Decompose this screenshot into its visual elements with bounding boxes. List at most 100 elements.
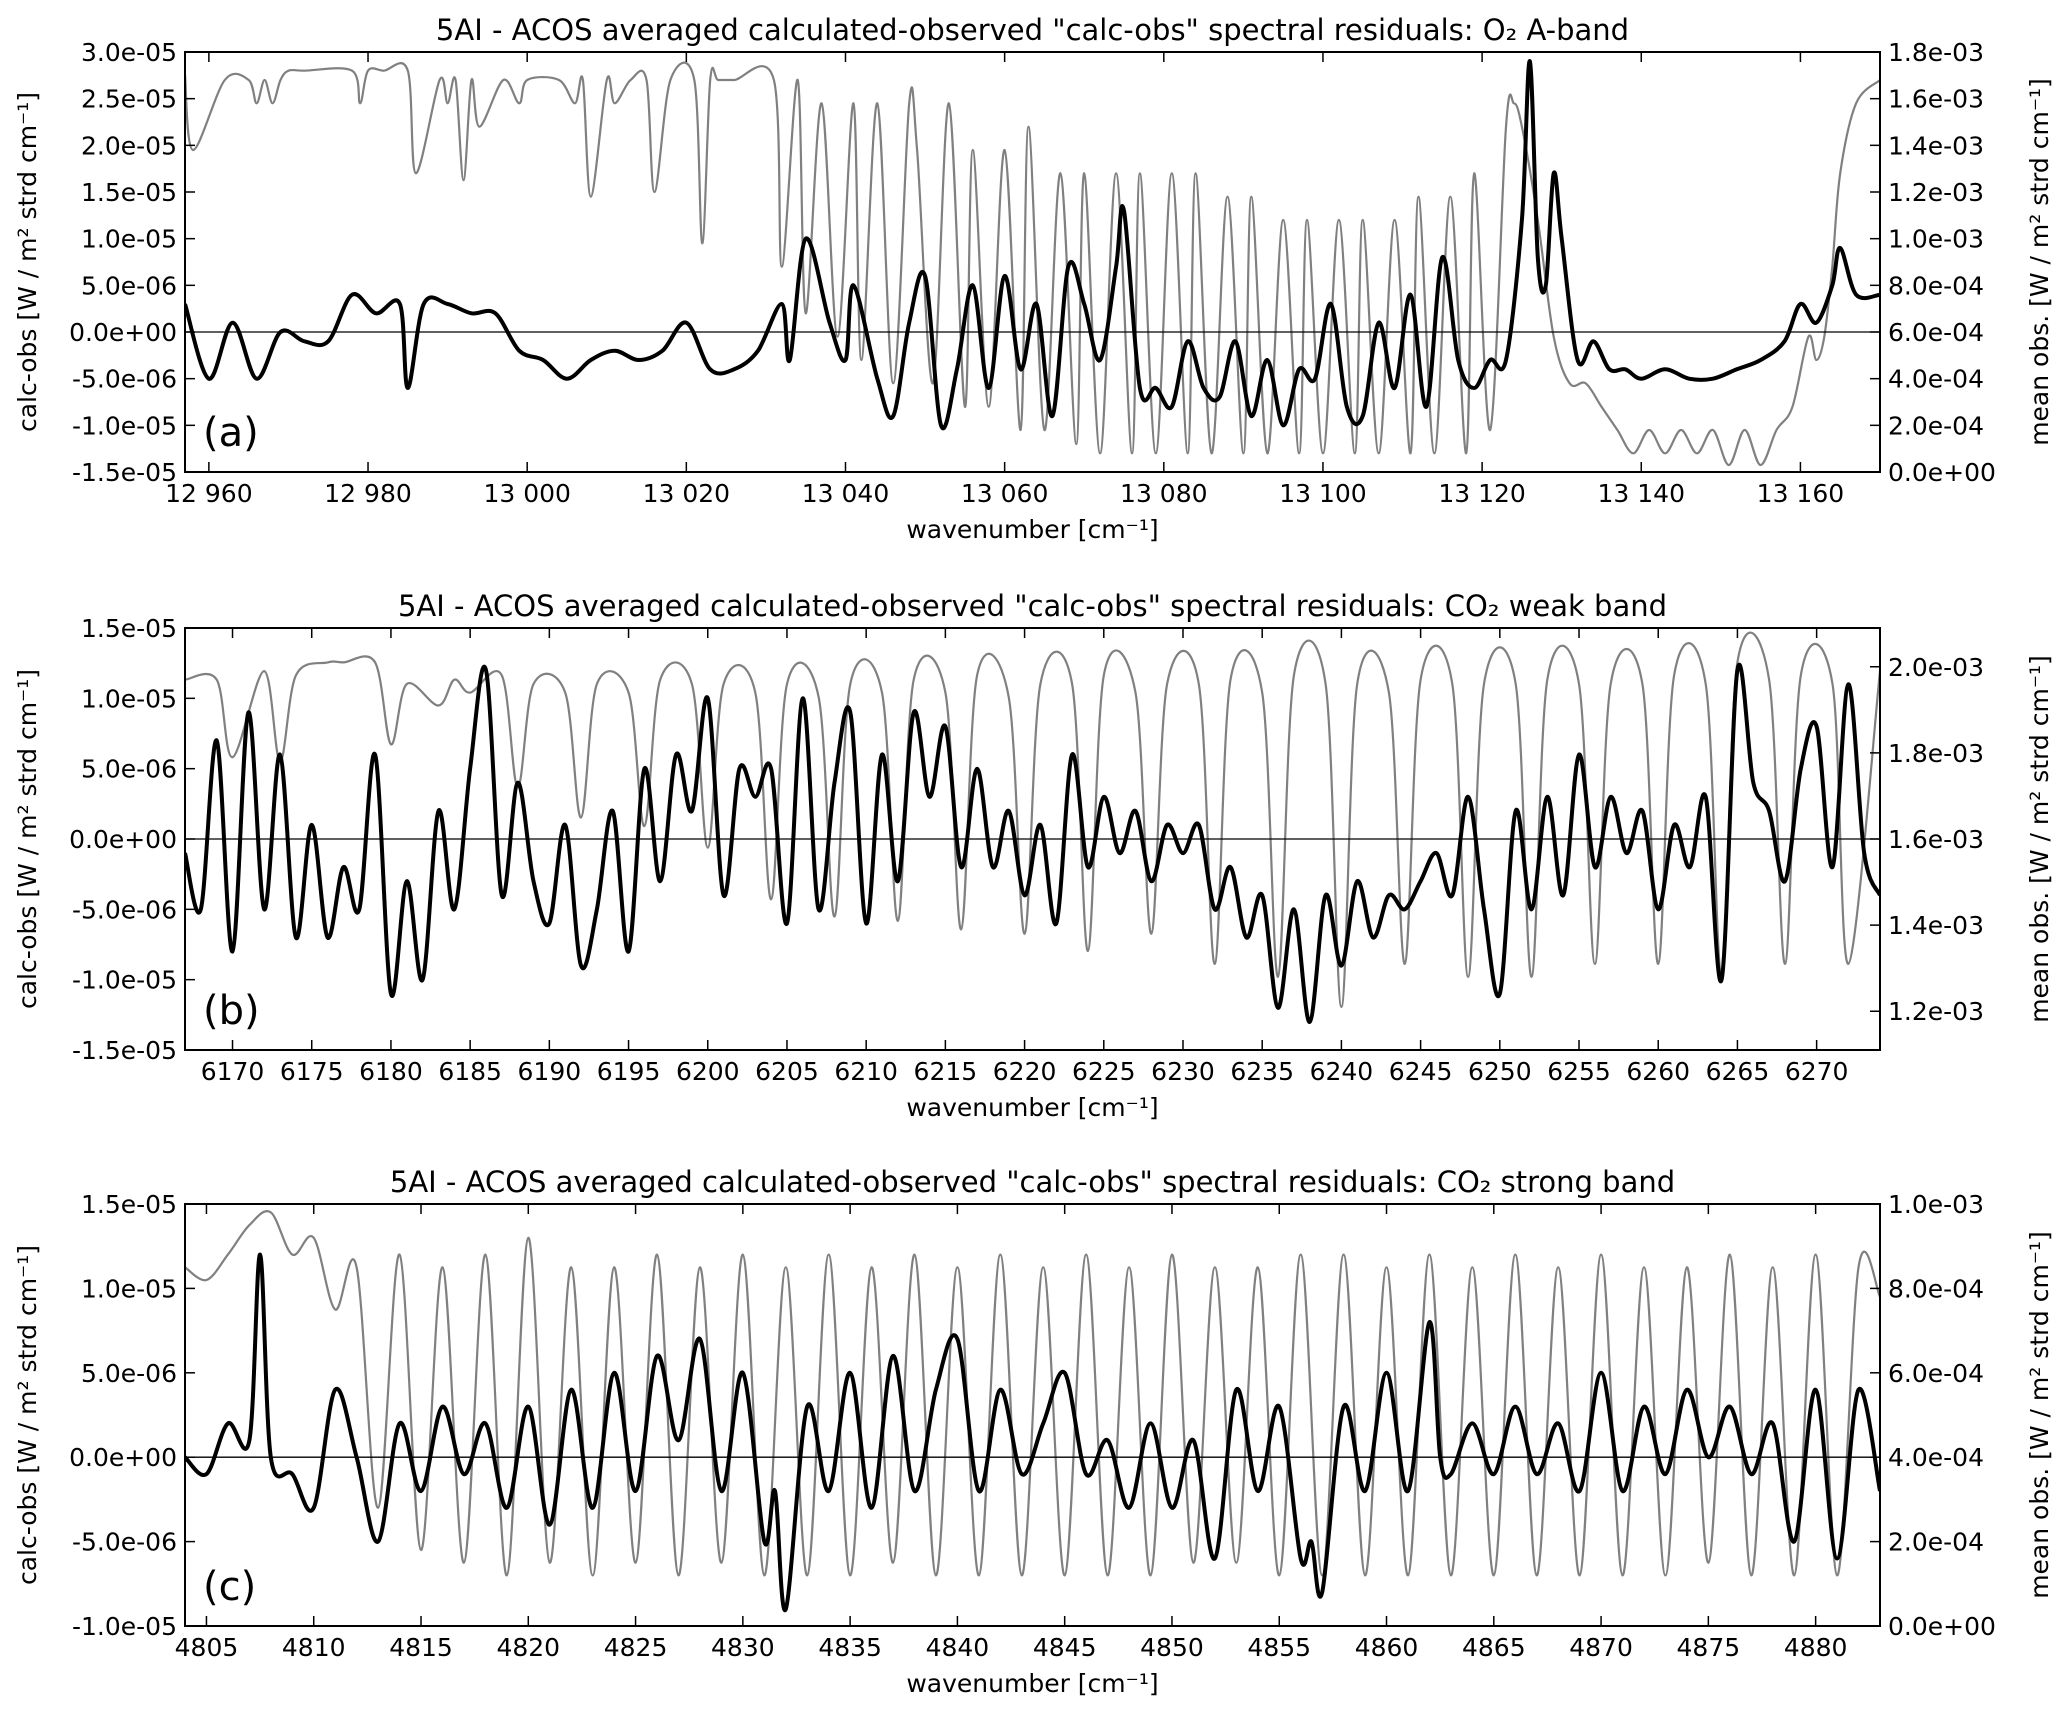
x-tick-label: 4865 xyxy=(1462,1633,1526,1662)
y-tick-label: -5.0e-06 xyxy=(72,1528,177,1557)
x-tick-label: 6245 xyxy=(1389,1057,1453,1086)
y2-tick-label: 2.0e-04 xyxy=(1888,1528,1984,1557)
x-tick-label: 6210 xyxy=(834,1057,898,1086)
mean-obs-series-line xyxy=(185,1210,1880,1577)
y-tick-label: -5.0e-06 xyxy=(72,365,177,394)
y2-tick-label: 1.2e-03 xyxy=(1888,997,1984,1026)
x-tick-label: 6205 xyxy=(755,1057,819,1086)
x-tick-label: 6270 xyxy=(1785,1057,1849,1086)
x-tick-label: 13 100 xyxy=(1279,479,1366,508)
x-tick-label: 4815 xyxy=(389,1633,453,1662)
y-tick-label: -1.0e-05 xyxy=(72,411,177,440)
x-tick-label: 6225 xyxy=(1072,1057,1136,1086)
y-tick-label: -1.5e-05 xyxy=(72,458,177,487)
y-tick-label: 0.0e+00 xyxy=(69,825,177,854)
x-tick-label: 4825 xyxy=(604,1633,668,1662)
y-tick-label: 2.5e-05 xyxy=(81,85,177,114)
x-tick-label: 4860 xyxy=(1355,1633,1419,1662)
y2-tick-label: 1.8e-03 xyxy=(1888,739,1984,768)
chart-title: 5AI - ACOS averaged calculated-observed … xyxy=(390,1165,1675,1199)
x-tick-label: 6185 xyxy=(438,1057,502,1086)
y-tick-label: 2.0e-05 xyxy=(81,131,177,160)
y-tick-label: 1.5e-05 xyxy=(81,178,177,207)
x-tick-label: 4830 xyxy=(711,1633,775,1662)
residual-series-line xyxy=(185,1252,1880,1613)
x-tick-label: 6235 xyxy=(1230,1057,1294,1086)
y-axis-label: calc-obs [W / m² strd cm⁻¹] xyxy=(13,1245,42,1585)
x-tick-label: 4810 xyxy=(282,1633,346,1662)
x-axis-label: wavenumber [cm⁻¹] xyxy=(906,515,1158,544)
y2-tick-label: 4.0e-04 xyxy=(1888,365,1984,394)
y-axis-label: calc-obs [W / m² strd cm⁻¹] xyxy=(13,669,42,1009)
x-tick-label: 4835 xyxy=(818,1633,882,1662)
y2-axis-label: mean obs. [W / m² strd cm⁻¹] xyxy=(2025,1231,2054,1599)
panel-c: 4805 4810 4815 4820 4825 4830 4835 4840 4845 4850… xyxy=(13,1165,2054,1698)
x-tick-label: 4840 xyxy=(926,1633,990,1662)
x-tick-label: 4845 xyxy=(1033,1633,1097,1662)
x-axis-label: wavenumber [cm⁻¹] xyxy=(906,1669,1158,1698)
mean-obs-series-line xyxy=(185,631,1880,1008)
panel-label: (c) xyxy=(203,1564,256,1610)
y2-tick-label: 1.6e-03 xyxy=(1888,825,1984,854)
panel-label: (a) xyxy=(203,410,259,456)
plot-frame xyxy=(184,51,1881,473)
y2-tick-label: 1.4e-03 xyxy=(1888,131,1984,160)
x-tick-label: 12 980 xyxy=(324,479,411,508)
y2-tick-label: 1.0e-03 xyxy=(1888,225,1984,254)
x-tick-label: 4855 xyxy=(1247,1633,1311,1662)
y2-tick-label: 1.2e-03 xyxy=(1888,178,1984,207)
y2-tick-label: 8.0e-04 xyxy=(1888,271,1984,300)
y-tick-label: 5.0e-06 xyxy=(81,271,177,300)
x-tick-label: 13 060 xyxy=(961,479,1048,508)
x-tick-label: 4880 xyxy=(1784,1633,1848,1662)
y2-tick-label: 0.0e+00 xyxy=(1888,1612,1996,1641)
mean-obs-series-line xyxy=(185,61,1880,467)
x-tick-label: 6195 xyxy=(597,1057,661,1086)
y-tick-label: 1.5e-05 xyxy=(81,1190,177,1219)
x-tick-label: 12 960 xyxy=(165,479,252,508)
y-tick-label: -1.5e-05 xyxy=(72,1036,177,1065)
y2-tick-label: 6.0e-04 xyxy=(1888,1359,1984,1388)
y-tick-label: 3.0e-05 xyxy=(81,38,177,67)
x-tick-label: 13 000 xyxy=(483,479,570,508)
x-tick-label: 4820 xyxy=(496,1633,560,1662)
x-tick-label: 6230 xyxy=(1151,1057,1215,1086)
x-tick-label: 6240 xyxy=(1310,1057,1374,1086)
y2-tick-label: 2.0e-03 xyxy=(1888,653,1984,682)
x-tick-label: 4875 xyxy=(1677,1633,1741,1662)
chart-title: 5AI - ACOS averaged calculated-observed … xyxy=(398,589,1667,623)
x-tick-label: 6175 xyxy=(280,1057,344,1086)
y2-tick-label: 6.0e-04 xyxy=(1888,318,1984,347)
x-tick-label: 6220 xyxy=(993,1057,1057,1086)
x-tick-label: 6255 xyxy=(1547,1057,1611,1086)
y2-tick-label: 1.4e-03 xyxy=(1888,911,1984,940)
y2-tick-label: 2.0e-04 xyxy=(1888,411,1984,440)
y-tick-label: 5.0e-06 xyxy=(81,755,177,784)
chart-title: 5AI - ACOS averaged calculated-observed … xyxy=(436,13,1629,47)
x-tick-label: 4870 xyxy=(1569,1633,1633,1662)
x-tick-label: 4805 xyxy=(175,1633,239,1662)
x-tick-label: 6260 xyxy=(1626,1057,1690,1086)
y-tick-label: -5.0e-06 xyxy=(72,895,177,924)
y2-axis-label: mean obs. [W / m² strd cm⁻¹] xyxy=(2025,655,2054,1023)
y-tick-label: 0.0e+00 xyxy=(69,318,177,347)
y2-tick-label: 1.6e-03 xyxy=(1888,85,1984,114)
y2-tick-label: 0.0e+00 xyxy=(1888,458,1996,487)
panel-b: 6170 6175 6180 6185 6190 6195 6200 6205 6210 6215… xyxy=(13,589,2054,1122)
residual-series-line xyxy=(185,662,1880,1024)
y-tick-label: 1.5e-05 xyxy=(81,614,177,643)
x-tick-label: 13 140 xyxy=(1598,479,1685,508)
x-axis-label: wavenumber [cm⁻¹] xyxy=(906,1093,1158,1122)
y-tick-label: 0.0e+00 xyxy=(69,1443,177,1472)
y-axis-label: calc-obs [W / m² strd cm⁻¹] xyxy=(13,92,42,432)
y-tick-label: -1.0e-05 xyxy=(72,966,177,995)
y2-axis-label: mean obs. [W / m² strd cm⁻¹] xyxy=(2025,78,2054,446)
x-tick-label: 13 120 xyxy=(1438,479,1525,508)
y-tick-label: 1.0e-05 xyxy=(81,1274,177,1303)
x-tick-label: 6215 xyxy=(914,1057,978,1086)
x-tick-label: 6200 xyxy=(676,1057,740,1086)
x-tick-label: 6265 xyxy=(1706,1057,1770,1086)
residual-series-line xyxy=(185,59,1880,431)
y-tick-label: 1.0e-05 xyxy=(81,225,177,254)
